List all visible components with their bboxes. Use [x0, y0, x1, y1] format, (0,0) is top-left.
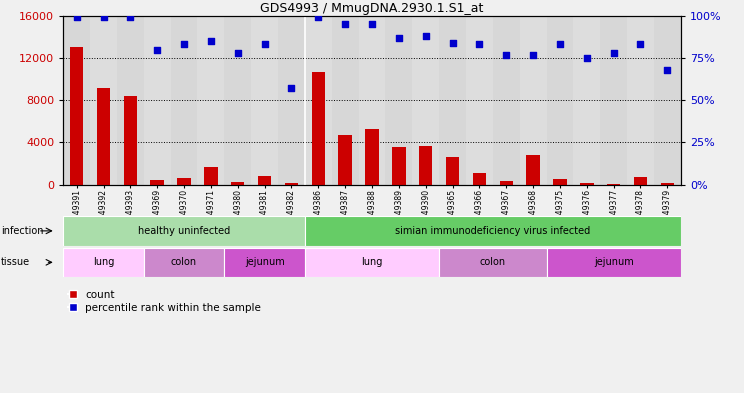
Point [205, 38, 217, 44]
Bar [258, 176, 272, 185]
Point [473, 41, 485, 48]
Bar [312, 72, 325, 185]
Bar [305, 16, 332, 185]
Title: GDS4993 / MmugDNA.2930.1.S1_at: GDS4993 / MmugDNA.2930.1.S1_at [260, 2, 484, 15]
Bar [392, 147, 405, 185]
Bar [144, 248, 225, 277]
Text: healthy uninfected: healthy uninfected [138, 226, 230, 236]
Bar [63, 16, 90, 185]
Bar [446, 157, 459, 185]
Bar [197, 16, 225, 185]
Legend: count, percentile rank within the sample: count, percentile rank within the sample [68, 290, 261, 313]
Bar [574, 16, 600, 185]
Bar [339, 135, 352, 185]
Point [151, 46, 163, 53]
Bar [466, 16, 493, 185]
Bar [365, 129, 379, 185]
Bar [661, 183, 674, 185]
Point [286, 85, 298, 92]
Text: simian immunodeficiency virus infected: simian immunodeficiency virus infected [395, 226, 591, 236]
Bar [519, 16, 547, 185]
Bar [177, 178, 190, 185]
Point [608, 50, 620, 56]
Point [554, 41, 566, 48]
Bar [144, 16, 170, 185]
Point [124, 14, 136, 20]
Bar [285, 183, 298, 185]
Bar [251, 16, 278, 185]
Bar [359, 16, 385, 185]
Bar [580, 183, 594, 185]
Bar [305, 248, 439, 277]
Text: jejunum: jejunum [594, 257, 633, 267]
Bar [90, 16, 117, 185]
Text: colon: colon [480, 257, 506, 267]
Bar [97, 88, 110, 185]
Text: jejunum: jejunum [245, 257, 284, 267]
Text: tissue: tissue [1, 257, 30, 267]
Point [97, 14, 109, 20]
Point [527, 51, 539, 58]
Bar [63, 216, 305, 246]
Point [661, 67, 673, 73]
Bar [607, 184, 620, 185]
Point [312, 14, 324, 20]
Point [420, 33, 432, 39]
Bar [634, 177, 647, 185]
Bar [124, 96, 137, 185]
Bar [170, 16, 197, 185]
Bar [204, 167, 217, 185]
Bar [231, 182, 245, 185]
Bar [499, 181, 513, 185]
Bar [654, 16, 681, 185]
Point [366, 21, 378, 27]
Bar [412, 16, 439, 185]
Bar [439, 248, 547, 277]
Point [581, 55, 593, 61]
Text: lung: lung [93, 257, 114, 267]
Point [500, 51, 512, 58]
Bar [117, 16, 144, 185]
Text: infection: infection [1, 226, 43, 236]
Point [71, 14, 83, 20]
Text: lung: lung [362, 257, 382, 267]
Bar [439, 16, 466, 185]
Point [259, 41, 271, 48]
Bar [278, 16, 305, 185]
Point [393, 35, 405, 41]
Point [339, 21, 351, 27]
Bar [472, 173, 486, 185]
Point [635, 41, 647, 48]
Bar [225, 248, 305, 277]
Bar [554, 179, 567, 185]
Bar [527, 155, 540, 185]
Point [232, 50, 244, 56]
Bar [63, 248, 144, 277]
Text: colon: colon [171, 257, 197, 267]
Bar [419, 146, 432, 185]
Bar [493, 16, 519, 185]
Bar [547, 16, 574, 185]
Bar [332, 16, 359, 185]
Bar [547, 248, 681, 277]
Point [178, 41, 190, 48]
Bar [70, 48, 83, 185]
Bar [150, 180, 164, 185]
Bar [385, 16, 412, 185]
Bar [305, 216, 681, 246]
Point [446, 40, 458, 46]
Bar [600, 16, 627, 185]
Bar [225, 16, 251, 185]
Bar [627, 16, 654, 185]
